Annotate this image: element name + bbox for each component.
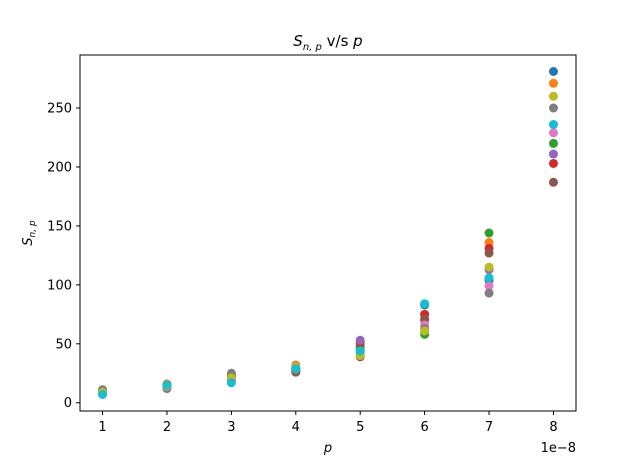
x-tick-label: 2: [163, 420, 171, 435]
x-tick-label: 3: [227, 420, 235, 435]
data-point: [420, 326, 430, 336]
data-point: [548, 67, 558, 77]
x-tick-label: 7: [485, 420, 493, 435]
data-series-5: [98, 149, 558, 397]
data-point: [548, 120, 558, 130]
y-axis-label: Sn, p: [21, 220, 38, 246]
x-tick-label: 1: [98, 420, 106, 435]
data-point: [484, 262, 494, 272]
x-axis-label: p: [323, 441, 332, 456]
x-offset-label: 1e−8: [541, 441, 576, 456]
data-point: [484, 248, 494, 258]
chart-title-symbol: S: [293, 32, 303, 50]
data-point: [484, 288, 494, 298]
data-point: [548, 138, 558, 148]
x-tick-label: 6: [420, 420, 428, 435]
y-tick-label: 150: [47, 219, 72, 234]
data-point: [226, 378, 236, 388]
data-point: [548, 177, 558, 187]
data-point: [162, 380, 172, 390]
data-points: [98, 67, 558, 399]
chart-title-middle: v/s: [322, 32, 353, 50]
chart-title-variable: p: [352, 32, 363, 50]
data-point: [420, 299, 430, 309]
y-tick-label: 250: [47, 102, 72, 117]
data-point: [548, 91, 558, 101]
y-axis-label-subscript: n, p: [28, 220, 38, 237]
data-series-10: [98, 120, 558, 399]
x-tick-label: 4: [292, 420, 300, 435]
data-point: [548, 128, 558, 138]
x-axis-ticks: 1 2 3 4 5 6 7 8: [98, 411, 558, 435]
y-axis-label-symbol: S: [21, 237, 36, 245]
data-point: [291, 364, 301, 374]
chart-title-subscript: n, p: [303, 42, 322, 53]
data-point: [548, 149, 558, 159]
data-point: [355, 346, 365, 356]
y-tick-label: 100: [47, 278, 72, 293]
data-point: [484, 228, 494, 238]
y-tick-label: 200: [47, 160, 72, 175]
data-point: [484, 281, 494, 291]
chart-title: Sn, p v/s p: [293, 32, 362, 53]
data-point: [355, 335, 365, 345]
x-tick-label: 5: [356, 420, 364, 435]
data-point: [484, 273, 494, 283]
data-point: [548, 78, 558, 88]
y-axis-ticks: 0 50 100 150 200 250: [47, 102, 80, 411]
data-point: [548, 103, 558, 113]
y-tick-label: 0: [64, 396, 72, 411]
data-point: [98, 389, 108, 399]
data-point: [548, 158, 558, 168]
x-tick-label: 8: [549, 420, 557, 435]
y-tick-label: 50: [55, 337, 72, 352]
plot-frame: [79, 54, 577, 412]
